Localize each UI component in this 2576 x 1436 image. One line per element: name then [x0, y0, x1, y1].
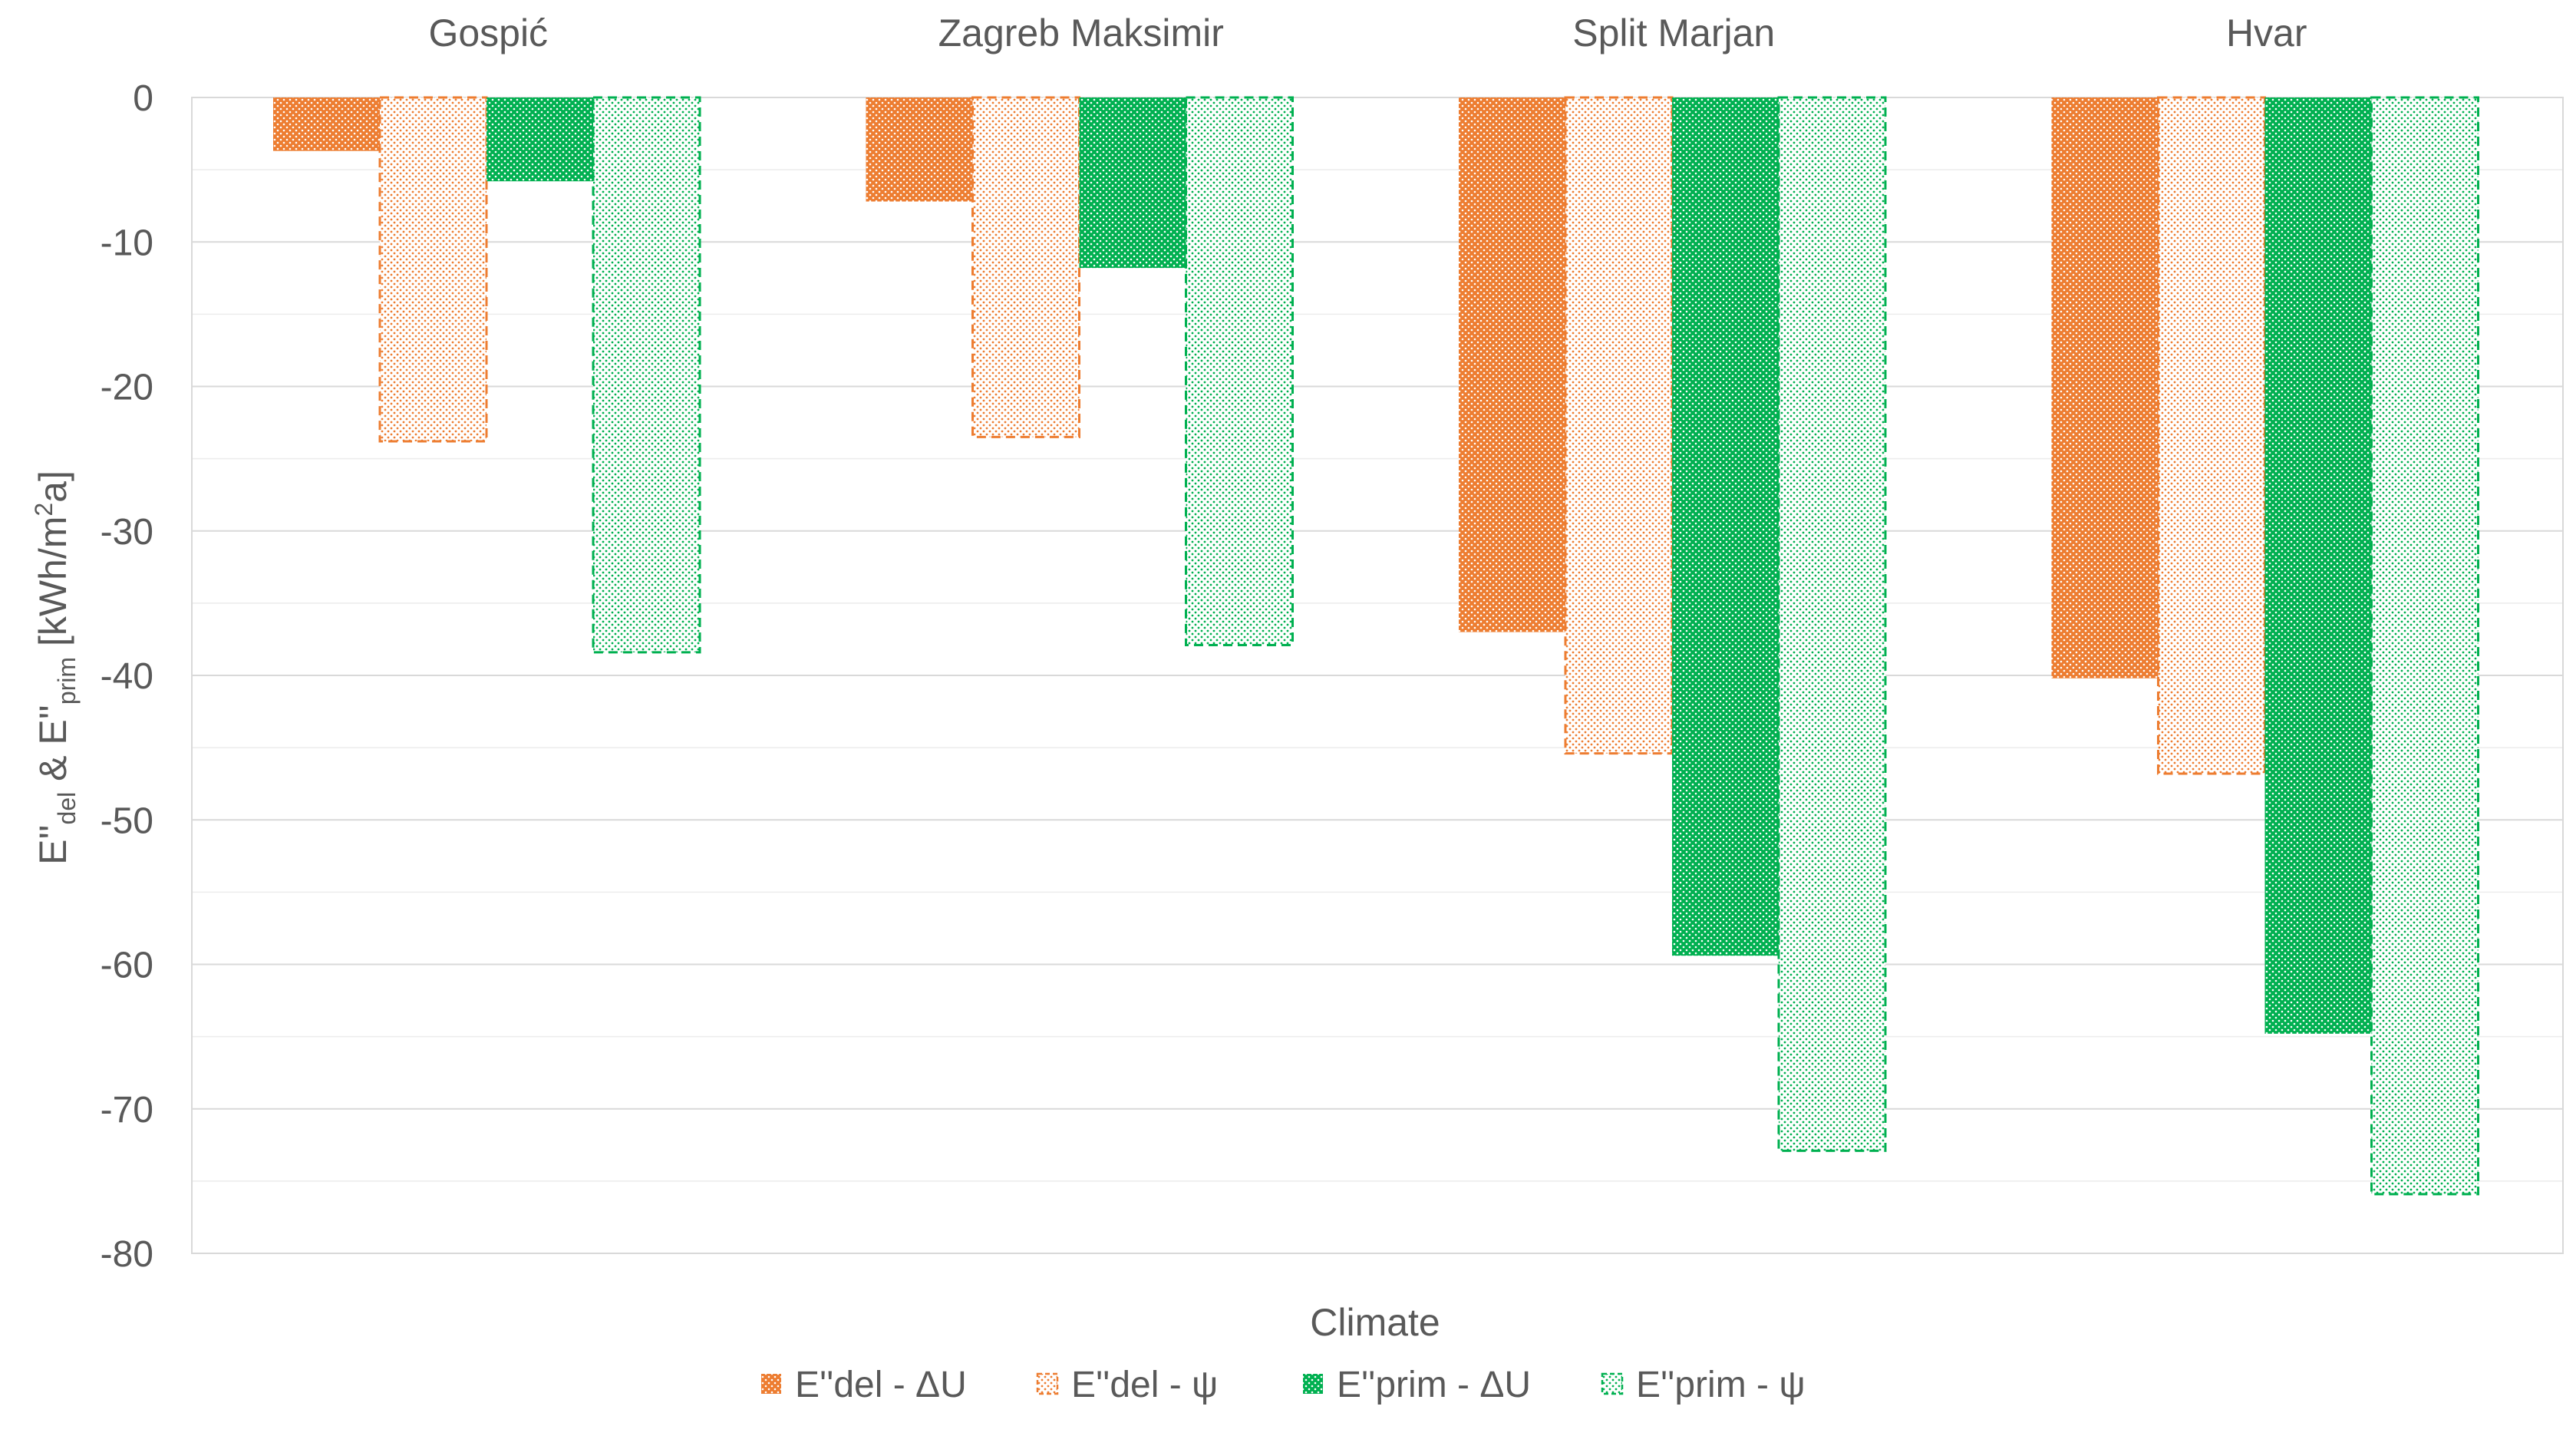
bar: [487, 97, 593, 182]
category-label: Gospić: [428, 12, 548, 54]
bar: [592, 96, 701, 654]
plot-frame: [191, 97, 2564, 1254]
legend-label: E''del - ΔU: [795, 1365, 967, 1405]
y-tick-label: -80: [101, 1234, 153, 1275]
y-tick-label: -10: [101, 223, 153, 263]
bar: [866, 97, 973, 202]
bars: [273, 96, 2479, 1196]
y-axis-title-sub-prim: prim: [53, 657, 81, 705]
legend-swatch: [1601, 1372, 1624, 1395]
y-axis-title-mid: & E'': [31, 705, 74, 792]
y-tick-label: -50: [101, 801, 153, 841]
category-labels: Gospić Zagreb Maksimir Split Marjan Hvar: [428, 12, 2307, 54]
bar: [2051, 97, 2159, 678]
y-axis-title-prefix: E'': [31, 824, 74, 864]
bar: [1079, 97, 1186, 269]
y-tick-label: -70: [101, 1090, 153, 1131]
category-label: Zagreb Maksimir: [938, 12, 1224, 54]
bar: [1459, 97, 1565, 632]
bar: [2157, 96, 2266, 775]
category-label: Hvar: [2226, 12, 2307, 54]
bar: [1564, 96, 1674, 755]
bar: [2370, 96, 2479, 1196]
bar: [1777, 96, 1887, 1152]
y-tick-label: -60: [101, 946, 153, 986]
y-axis-title: E''del & E''prim [kWh/m2a]: [30, 470, 81, 865]
bar: [378, 96, 488, 443]
bar: [1185, 96, 1294, 646]
legend-label: E''del - ψ: [1071, 1365, 1218, 1405]
legend-label: E''prim - ψ: [1636, 1365, 1806, 1405]
y-axis-title-unit-start: [kWh/m: [31, 517, 74, 657]
x-axis-title: Climate: [1310, 1301, 1440, 1344]
category-label: Split Marjan: [1572, 12, 1775, 54]
legend-swatch: [761, 1374, 781, 1394]
y-axis-title-superscript: 2: [30, 503, 58, 517]
bar: [273, 97, 380, 151]
y-axis-title-sub-del: del: [53, 792, 81, 825]
plot-area-border: [191, 97, 2564, 1254]
y-tick-label: -40: [101, 656, 153, 697]
bar: [2264, 97, 2372, 1034]
bar: [971, 96, 1080, 438]
y-axis-title-unit-end: a]: [31, 470, 74, 503]
legend-swatch: [1036, 1372, 1059, 1395]
y-axis-ticks: 0 -10 -20 -30 -40 -50 -60 -70 -80: [101, 78, 153, 1275]
y-tick-label: 0: [133, 78, 153, 119]
y-tick-label: -20: [101, 368, 153, 408]
legend-swatch: [1303, 1374, 1323, 1394]
legend: E''del - ΔU E''del - ψ E''prim - ΔU E''prim…: [761, 1365, 1806, 1405]
bar: [1672, 97, 1779, 956]
legend-label: E''prim - ΔU: [1337, 1365, 1531, 1405]
y-tick-label: -30: [101, 512, 153, 553]
